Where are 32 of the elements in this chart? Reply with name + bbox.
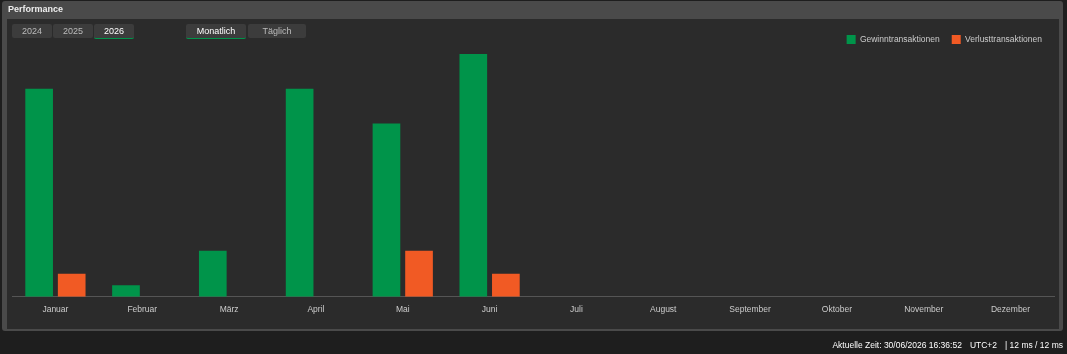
text: 2026 [94, 24, 134, 39]
bar [372, 123, 401, 297]
x-tick-label: Dezember [990, 304, 1031, 315]
x-tick-label: März [219, 304, 239, 315]
x-tick-label: Oktober [821, 304, 853, 315]
text: Monatlich [186, 24, 246, 39]
text: | 12 ms / 12 ms [1005, 340, 1063, 350]
bar [459, 54, 488, 297]
x-tick-label: Juli [570, 304, 583, 315]
text: UTC+2 [969, 340, 998, 350]
bar [112, 285, 140, 297]
text: Täglich [248, 24, 306, 38]
x-tick-label: November [904, 304, 944, 315]
x-tick-label: Mai [395, 304, 410, 315]
bar [492, 273, 520, 297]
x-tick-label: Juni [481, 304, 498, 315]
x-tick-label: September [729, 304, 772, 315]
bar [57, 273, 86, 297]
text: Aktuelle Zeit: 30/06/2026 16:36:52 [832, 340, 962, 350]
bar [405, 250, 433, 297]
bar [285, 88, 314, 297]
x-tick-label: Januar [42, 304, 69, 315]
x-tick-label: April [307, 304, 325, 315]
bar [25, 88, 53, 297]
bar [198, 250, 227, 297]
text: 2025 [53, 24, 93, 38]
legend-label: Gewinntransaktionen [859, 33, 940, 44]
x-tick-label: Februar [127, 304, 158, 315]
x-tick-label: August [650, 304, 678, 315]
legend-label: Verlusttransaktionen [964, 33, 1043, 44]
text: 2024 [12, 24, 52, 38]
chart-title: Performance [8, 4, 64, 14]
